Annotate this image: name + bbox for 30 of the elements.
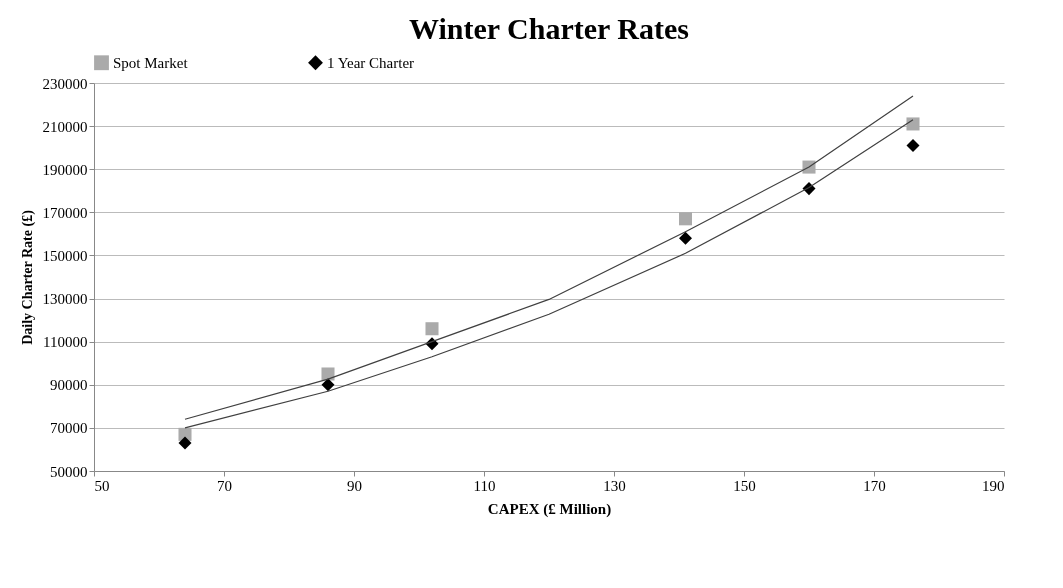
point <box>678 212 693 226</box>
point <box>321 378 335 392</box>
x-tick-label: 150 <box>733 477 756 494</box>
y-tick-label: 150000 <box>42 247 88 264</box>
point <box>178 436 192 450</box>
legend-label: 1 Year Charter <box>327 54 415 71</box>
x-axis-title: CAPEX (£ Million) <box>487 500 612 518</box>
x-tick-label: 50 <box>94 477 110 494</box>
chart-title: Winter Charter Rates <box>409 12 689 45</box>
y-tick-label: 70000 <box>50 420 88 437</box>
y-tick-label: 210000 <box>42 118 88 135</box>
y-tick-label: 170000 <box>42 204 88 221</box>
y-tick-label: 90000 <box>50 377 88 394</box>
y-tick-label: 130000 <box>42 291 88 308</box>
y-tick-label: 110000 <box>43 334 88 351</box>
x-tick-label: 110 <box>473 477 496 494</box>
point <box>906 138 920 153</box>
y-axis-title: Daily Charter Rate (£) <box>19 209 36 345</box>
x-tick-label: 190 <box>982 477 1005 494</box>
y-tick-label: 190000 <box>42 161 88 178</box>
y-tick-label: 50000 <box>50 463 88 480</box>
x-tick-label: 170 <box>863 477 886 494</box>
x-tick-label: 90 <box>347 477 362 494</box>
x-tick-label: 70 <box>217 477 232 494</box>
point <box>906 117 920 131</box>
point <box>678 231 693 245</box>
legend-label: Spot Market <box>113 54 189 71</box>
x-tick-label: 130 <box>603 477 626 494</box>
point <box>425 322 439 336</box>
y-tick-label: 230000 <box>42 75 88 92</box>
